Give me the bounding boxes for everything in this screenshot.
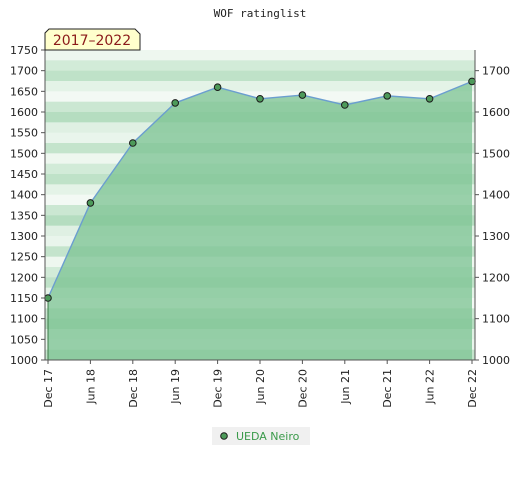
data-point <box>213 83 222 91</box>
x-tick-label: Dec 21 <box>381 369 394 408</box>
legend-box <box>212 427 310 445</box>
x-tick-label: Jun 22 <box>424 369 437 405</box>
left-tick-label: 1150 <box>10 292 38 305</box>
period-badge-box <box>44 28 141 51</box>
x-tick-label: Dec 20 <box>296 369 309 408</box>
right-y-axis: 1000 1100 1200 1300 1400 1500 1600 1700 <box>475 65 510 367</box>
left-tick-label: 1050 <box>10 333 38 346</box>
left-tick-label: 1650 <box>10 85 38 98</box>
data-point <box>129 139 137 147</box>
data-point <box>256 94 264 103</box>
legend: UEDA Neiro <box>212 427 310 445</box>
left-tick-label: 1300 <box>10 230 38 243</box>
background-band <box>45 60 475 72</box>
x-tick-label: Jun 18 <box>84 369 97 405</box>
right-tick-label: 1700 <box>482 65 510 78</box>
rating-area <box>48 81 472 360</box>
right-tick-label: 1300 <box>482 230 510 243</box>
background-band <box>45 81 475 92</box>
x-tick-label: Jun 20 <box>254 369 267 405</box>
right-tick-label: 1100 <box>482 313 510 326</box>
data-point <box>425 94 434 103</box>
left-tick-label: 1500 <box>10 147 38 160</box>
x-tick-label: Dec 22 <box>466 369 479 408</box>
left-tick-label: 1000 <box>10 354 38 367</box>
chart-title: WOF ratinglist <box>214 7 307 20</box>
right-tick-label: 1200 <box>482 271 510 284</box>
right-tick-label: 1500 <box>482 147 510 160</box>
x-axis: Dec 17 Jun 18 Dec 18 Jun 19 Dec 19 Jun 20 Dec … <box>42 360 479 408</box>
left-tick-label: 1550 <box>10 127 38 140</box>
left-tick-label: 1400 <box>10 189 38 202</box>
legend-marker-icon <box>220 432 228 440</box>
left-y-axis: 1000 1050 1100 1150 1200 1250 1300 1350 1400 1450… <box>10 44 45 367</box>
left-tick-label: 1250 <box>10 251 38 264</box>
x-tick-label: Dec 19 <box>212 369 225 408</box>
data-point <box>171 99 179 107</box>
x-tick-label: Jun 21 <box>339 369 352 405</box>
data-point <box>44 294 52 302</box>
left-tick-label: 1200 <box>10 271 38 284</box>
x-tick-label: Dec 18 <box>127 369 140 408</box>
x-tick-label: Jun 19 <box>169 369 182 405</box>
right-tick-label: 1400 <box>482 189 510 202</box>
background-band <box>45 70 475 82</box>
data-point <box>468 77 476 86</box>
left-tick-label: 1450 <box>10 168 38 181</box>
rating-markers <box>44 77 476 360</box>
background-band <box>45 50 475 61</box>
right-tick-label: 1000 <box>482 354 510 367</box>
left-tick-label: 1750 <box>10 44 38 57</box>
period-badge-label: 2017–2022 <box>53 33 131 49</box>
data-point <box>298 91 307 99</box>
left-tick-label: 1350 <box>10 209 38 222</box>
data-point <box>341 101 349 109</box>
data-point <box>383 92 392 100</box>
legend-series-label: UEDA Neiro <box>236 430 300 443</box>
period-badge: 2017–2022 <box>44 28 141 51</box>
left-tick-label: 1600 <box>10 106 38 119</box>
x-tick-label: Dec 17 <box>42 369 55 408</box>
left-tick-label: 1700 <box>10 65 38 78</box>
left-tick-label: 1100 <box>10 313 38 326</box>
right-tick-label: 1600 <box>482 106 510 119</box>
data-point <box>86 199 95 207</box>
